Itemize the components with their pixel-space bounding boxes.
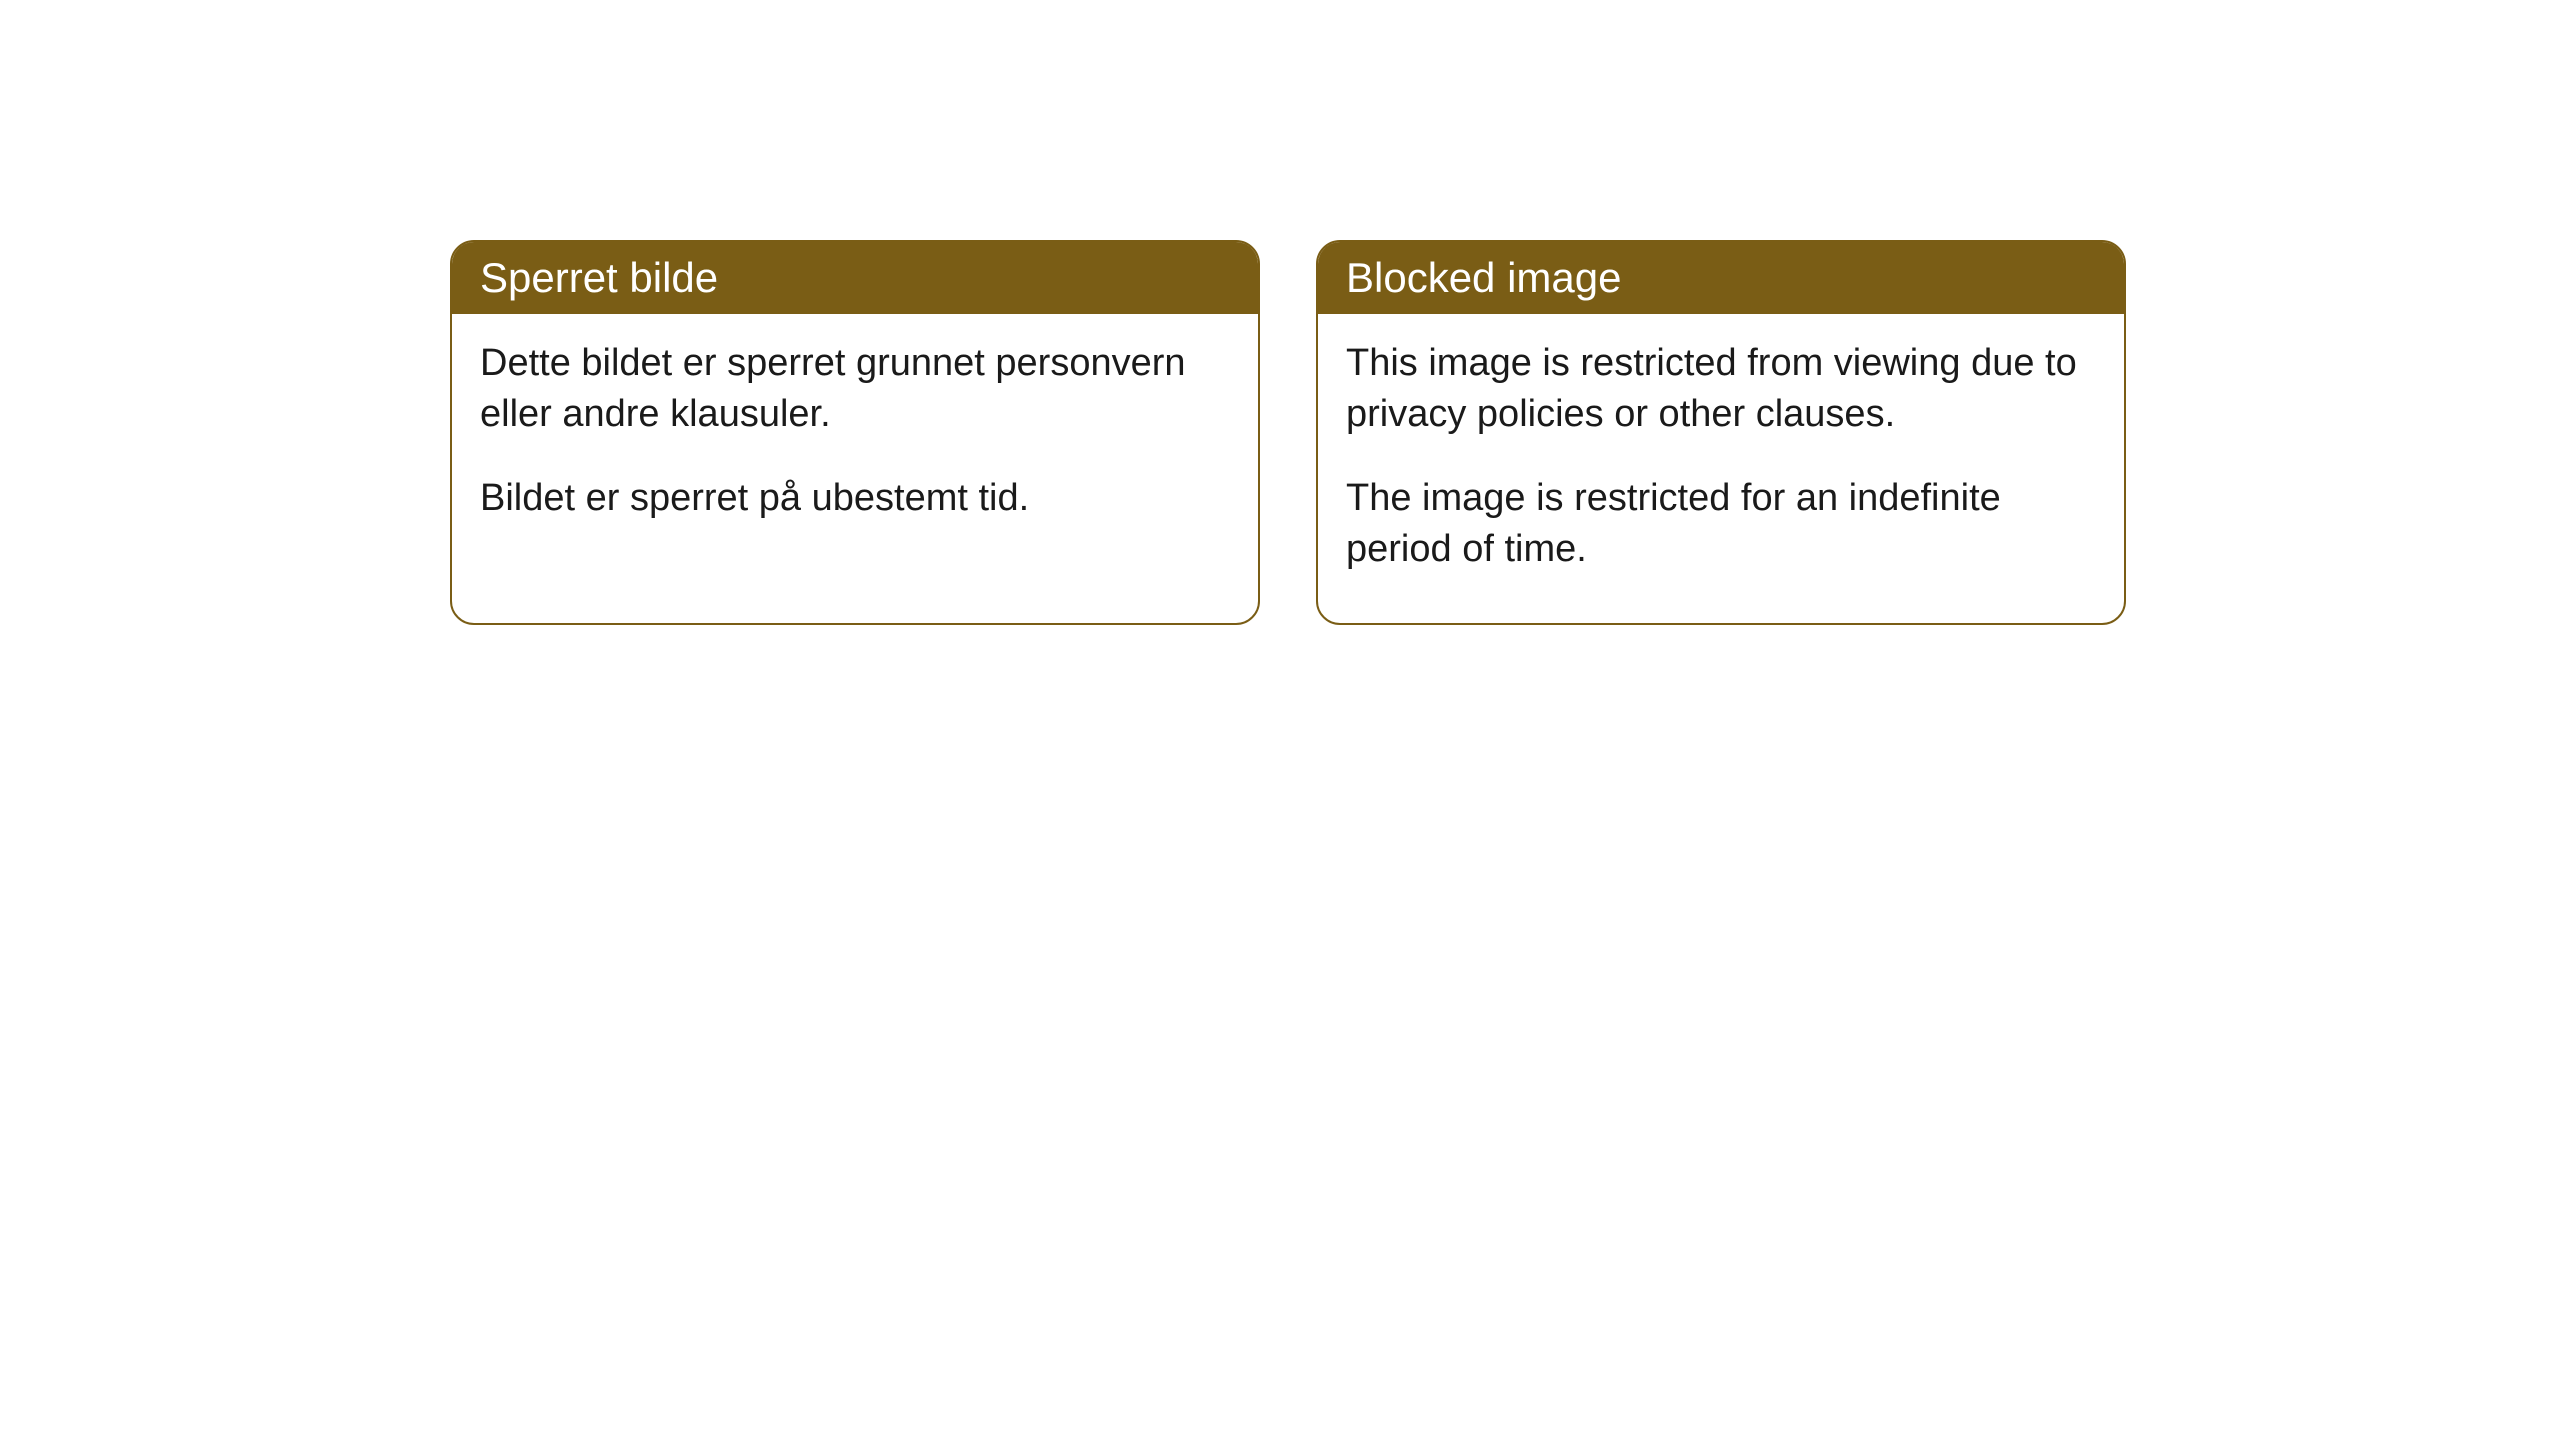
card-paragraph: The image is restricted for an indefinit… <box>1346 473 2096 576</box>
card-header: Blocked image <box>1318 242 2124 314</box>
card-body: Dette bildet er sperret grunnet personve… <box>452 314 1258 572</box>
card-paragraph: This image is restricted from viewing du… <box>1346 338 2096 441</box>
card-paragraph: Dette bildet er sperret grunnet personve… <box>480 338 1230 441</box>
notice-card-norwegian: Sperret bilde Dette bildet er sperret gr… <box>450 240 1260 625</box>
card-paragraph: Bildet er sperret på ubestemt tid. <box>480 473 1230 524</box>
notice-cards-container: Sperret bilde Dette bildet er sperret gr… <box>450 240 2126 625</box>
card-body: This image is restricted from viewing du… <box>1318 314 2124 623</box>
notice-card-english: Blocked image This image is restricted f… <box>1316 240 2126 625</box>
card-title: Sperret bilde <box>480 254 718 301</box>
card-header: Sperret bilde <box>452 242 1258 314</box>
card-title: Blocked image <box>1346 254 1621 301</box>
